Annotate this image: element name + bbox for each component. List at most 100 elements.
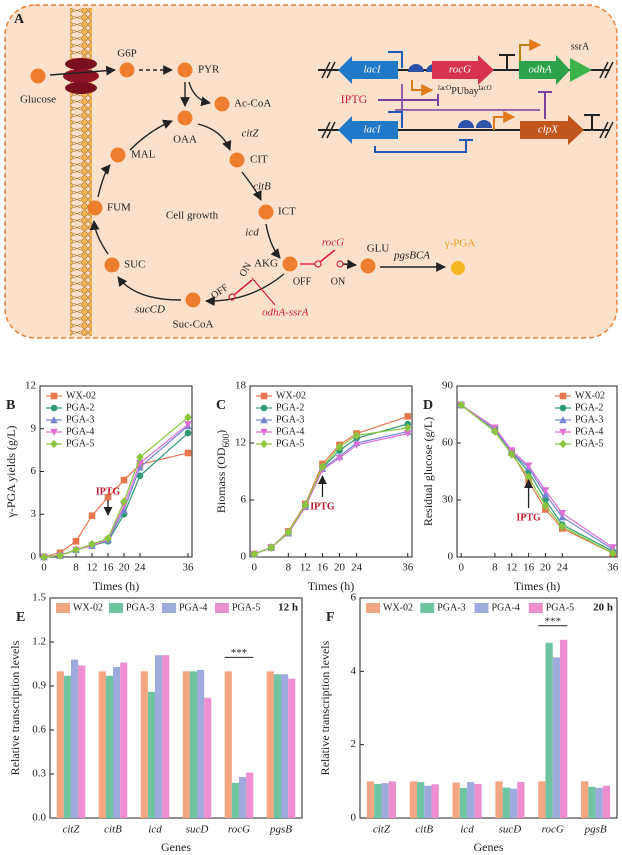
bar [288, 678, 296, 818]
legend-swatch [528, 603, 543, 613]
marker [88, 539, 96, 549]
bar [388, 781, 396, 818]
y-tick-label: 0 [448, 551, 454, 563]
y-axis-label-part: Biomass (OD [214, 447, 228, 513]
genetic-circuit [318, 39, 614, 153]
bar [416, 782, 425, 818]
panel-letter: A [14, 12, 25, 27]
gene-label: icd [245, 227, 259, 239]
bar [155, 655, 163, 818]
x-tick-label: 24 [557, 562, 569, 574]
marker [40, 552, 48, 562]
marker [260, 404, 268, 412]
metabolite-label: PYR [198, 64, 220, 76]
metabolite-label: FUM [107, 202, 131, 214]
y-tick-label: 4 [351, 665, 357, 677]
marker [284, 528, 293, 537]
metabolite-label: Glucose [20, 94, 56, 106]
x-tick-label: citB [104, 824, 122, 836]
switch-state: ON [331, 276, 345, 287]
metabolite-node [258, 204, 274, 220]
y-tick-label: 2 [351, 738, 357, 750]
marker [542, 496, 549, 504]
marker [318, 462, 327, 472]
x-tick-label: 20 [119, 562, 131, 574]
x-tick-label: 12 [506, 562, 517, 574]
x-tick-label: icd [460, 824, 474, 836]
metabolite-label: OAA [173, 134, 197, 146]
legend-label: PGA-3 [575, 414, 603, 425]
marker [184, 421, 192, 429]
bar [204, 697, 212, 818]
y-tick-label: 0.3 [32, 768, 46, 780]
bar [63, 675, 71, 818]
marker [50, 416, 58, 424]
y-tick-label: 1.2 [32, 636, 46, 648]
legend-label: PGA-4 [575, 426, 603, 437]
bar [78, 665, 86, 818]
chart-c: C 0 6 12 18 Biomass (OD600) Times (h) 0 8 12 16 20 2… [214, 380, 414, 593]
y-tick-label: 1.5 [32, 592, 46, 604]
inducer-label: IPTG [341, 92, 368, 106]
gene-label: lacI [363, 124, 381, 136]
x-tick-label: 36 [607, 562, 619, 574]
legend-label: PGA-2 [276, 402, 304, 413]
gene-label: sucCD [135, 304, 165, 316]
x-tick-label: 0 [41, 562, 47, 574]
legend-label: PGA-5 [276, 438, 304, 449]
x-tick-label: 8 [492, 562, 498, 574]
marker [541, 501, 550, 510]
metabolite-label: Suc-CoA [173, 319, 214, 331]
panel-letter: B [6, 398, 15, 413]
tag-label: ssrA [571, 41, 590, 52]
bar [424, 785, 432, 818]
y-axis-label: Biomass (OD600) [214, 430, 231, 513]
bar [552, 657, 561, 818]
metabolite-label: AKG [254, 258, 278, 270]
legend-label: PGA-2 [575, 402, 603, 413]
plot-frame [39, 385, 193, 558]
marker [72, 538, 80, 545]
bar [246, 772, 254, 818]
bar [366, 781, 375, 818]
marker [136, 472, 144, 480]
marker [335, 442, 344, 452]
series-line [254, 427, 408, 555]
x-tick-label: pgsB [269, 824, 292, 836]
marker [260, 392, 268, 400]
legend-label: WX-02 [383, 602, 413, 613]
marker [507, 450, 516, 459]
bar [602, 785, 611, 818]
marker [260, 439, 268, 449]
bar [197, 669, 205, 818]
marker [301, 500, 310, 510]
bar [147, 691, 155, 818]
bar [273, 674, 281, 818]
promoter-part: lacO [478, 84, 491, 92]
metabolite-node [282, 256, 298, 272]
x-tick-label: 12 [87, 562, 98, 574]
legend-label: PGA-5 [66, 438, 94, 449]
gene-label: citB [253, 181, 271, 193]
marker [335, 454, 344, 463]
marker [50, 439, 58, 449]
y-axis-label: Residual glucose (g/L) [421, 417, 435, 526]
metabolite-label: ICT [278, 206, 296, 218]
metabolite-node [177, 62, 193, 78]
bar [98, 671, 106, 818]
legend-swatch [420, 603, 435, 613]
marker [260, 428, 268, 436]
bar [431, 784, 439, 818]
x-tick-label: citB [415, 824, 433, 836]
bar [374, 783, 382, 818]
y-tick-label: 0.0 [32, 812, 46, 824]
legend-swatch [366, 603, 380, 613]
x-tick-label: 12 [300, 562, 311, 574]
marker [136, 452, 144, 462]
chart-f: F 0 2 4 6 Relative transcription levels Genes c… [318, 592, 618, 854]
x-axis-label: Times (h) [514, 579, 561, 593]
metabolite-node [185, 292, 201, 308]
legend-label: PGA-3 [437, 602, 465, 613]
marker [404, 430, 412, 438]
metabolite-node [214, 96, 230, 112]
